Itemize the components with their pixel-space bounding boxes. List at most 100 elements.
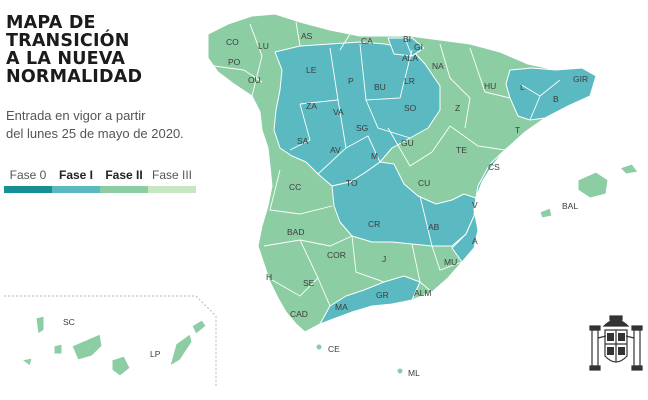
border-line (469, 47, 511, 99)
canary-inset-frame (4, 295, 217, 386)
province-label: GIR (573, 74, 588, 84)
province-label: AV (330, 145, 341, 155)
province-label: ZA (306, 101, 317, 111)
province-label: COR (327, 250, 346, 260)
map-title-line: MAPA DE (6, 13, 96, 33)
border-line (339, 33, 351, 51)
border-line (351, 235, 385, 283)
province-label: GR (376, 290, 389, 300)
province-label: TO (346, 178, 358, 188)
province-label: OU (248, 75, 261, 85)
province-label: BI (403, 34, 411, 44)
border-line (213, 65, 263, 83)
legend-label: Fase 0 (9, 168, 47, 182)
province-label: ALA (402, 53, 418, 63)
border-line (431, 245, 463, 271)
border-line (271, 239, 319, 297)
province-label: GU (401, 138, 414, 148)
province-label: M (371, 151, 378, 161)
province-label: GI (414, 42, 423, 52)
legend-item-fase-3: Fase III (148, 168, 196, 198)
province-label: H (266, 272, 272, 282)
province-label: SO (404, 103, 417, 113)
province-label: CS (488, 162, 500, 172)
island-fuerteventura (169, 333, 193, 367)
province-label: CO (226, 37, 239, 47)
island-tenerife (71, 333, 103, 361)
border-line (529, 95, 541, 121)
map-title-line: A LA NUEVA (6, 49, 126, 69)
province-label: MA (335, 302, 348, 312)
balearic-islands (539, 163, 639, 219)
province-label: CC (289, 182, 301, 192)
border-line (449, 125, 506, 151)
border-line (403, 35, 425, 57)
province-label: J (382, 254, 386, 264)
province-label: ALM (414, 288, 431, 298)
island-gran-canaria (111, 355, 131, 377)
border-line (345, 135, 381, 163)
border-line (439, 43, 471, 129)
map-title-line: TRANSICIÓN (6, 31, 130, 51)
island-ibiza (539, 207, 553, 219)
island-mallorca (577, 171, 609, 199)
province-label: ML (408, 368, 420, 378)
spain-coat-of-arms-icon (589, 315, 643, 371)
province-label: V (472, 200, 478, 210)
province-label: CE (328, 344, 340, 354)
province-label: Z (455, 103, 460, 113)
legend-label: Fase III (151, 168, 192, 182)
province-label: BU (374, 82, 386, 92)
subtitle-line: Entrada en vigor a partir (6, 108, 146, 123)
province-label: SA (297, 136, 309, 146)
border-line (359, 43, 413, 101)
province-label: LP (150, 349, 161, 359)
border-line (249, 23, 263, 97)
province-label: CR (368, 219, 380, 229)
province-label: TE (456, 145, 467, 155)
province-labels: CO AS CA BI GI LU PO OU LE P BU ALA NA L… (63, 31, 588, 378)
legend-item-fase-1: Fase I (52, 168, 100, 198)
legend-item-fase-2: Fase II (100, 168, 148, 198)
province-label: B (553, 94, 559, 104)
province-label: LR (404, 76, 415, 86)
province-label: SG (356, 123, 368, 133)
province-label: T (515, 125, 520, 135)
province-label: BAD (287, 227, 304, 237)
border-line (317, 277, 331, 307)
legend-swatch (52, 186, 100, 193)
province-label: BAL (562, 201, 578, 211)
province-label: CU (418, 178, 430, 188)
province-label: PO (228, 57, 241, 67)
subtitle-line: del lunes 25 de mayo de 2020. (6, 126, 184, 141)
canary-islands (21, 315, 207, 377)
province-label: LU (258, 41, 269, 51)
border-line (387, 125, 451, 167)
region-valencia-coast (451, 149, 506, 263)
province-label: A (472, 236, 478, 246)
province-label: HU (484, 81, 496, 91)
island-lanzarote (191, 319, 207, 335)
legend-swatch (148, 186, 196, 193)
island-el-hierro (21, 357, 33, 367)
province-label: CAD (290, 309, 308, 319)
province-label: AB (428, 222, 440, 232)
map-title: MAPA DE TRANSICIÓN A LA NUEVA NORMALIDAD (6, 14, 206, 86)
province-label: MU (444, 257, 457, 267)
legend-label: Fase I (58, 168, 94, 182)
province-label: SE (303, 278, 315, 288)
border-line (269, 169, 333, 215)
border-line (411, 243, 433, 293)
province-label: CA (361, 36, 373, 46)
island-menorca (619, 163, 639, 175)
province-label: LE (306, 65, 317, 75)
province-label: P (348, 76, 354, 86)
melilla-marker (396, 367, 404, 375)
border-line (263, 235, 353, 247)
island-la-palma (35, 315, 45, 335)
legend-label: Fase II (105, 168, 143, 182)
border-line (365, 99, 411, 139)
province-label: SC (63, 317, 75, 327)
province-label: L (520, 82, 525, 92)
